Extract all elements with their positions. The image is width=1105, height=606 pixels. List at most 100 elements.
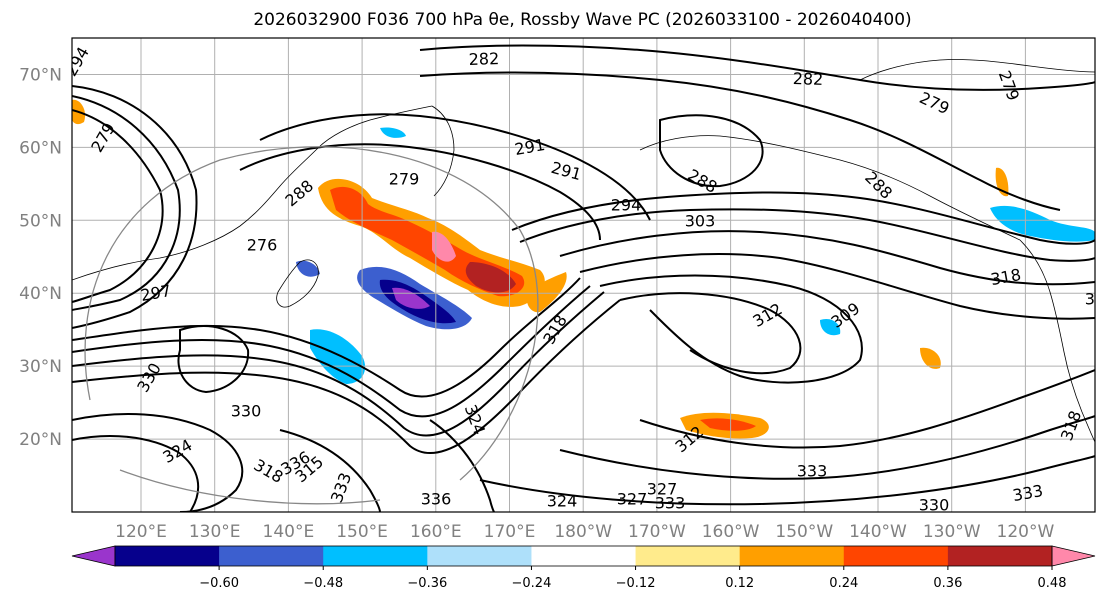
lat-label: 30°N [19, 357, 62, 377]
warm-anomaly-max [465, 262, 516, 293]
lon-label: 180°W [554, 522, 612, 542]
lon-label: 140°W [849, 522, 907, 542]
cold-anomaly-small2 [296, 260, 320, 277]
great-circle-arc [84, 146, 539, 481]
warm-anomaly-pac [920, 347, 941, 369]
colorbar [71, 545, 1096, 567]
map-frame [71, 37, 1096, 513]
contour-label: 336 [421, 490, 452, 509]
colorbar-segment [843, 546, 949, 566]
lat-label: 20°N [19, 430, 62, 450]
lon-label: 170°E [484, 522, 536, 542]
theta-e-contours [72, 44, 1095, 512]
colorbar-segment [635, 546, 741, 566]
lon-label: 160°W [702, 522, 760, 542]
contour-label: 327 [617, 490, 648, 509]
colorbar-frame [114, 545, 1053, 567]
contour-line [511, 191, 1095, 245]
great-circle-arc [119, 469, 381, 505]
colorbar-segment [219, 546, 324, 566]
contour-line [419, 71, 1061, 211]
cold-anomaly-small1 [380, 127, 406, 138]
warm-anomaly-jet [526, 272, 567, 313]
contour-label: 282 [468, 49, 499, 69]
colorbar-extend-low [71, 545, 116, 567]
coastline-asia [72, 105, 433, 281]
contour-line [177, 325, 250, 394]
colorbar-extend-high [1051, 545, 1096, 567]
colorbar-tick-label: 0.12 [725, 576, 754, 591]
coastline-japan [276, 259, 319, 308]
contour-line [72, 109, 164, 303]
colorbar-tick-label: 0.48 [1038, 576, 1067, 591]
contour-line [259, 113, 651, 221]
contour-line [72, 95, 181, 311]
shaded-anomalies [72, 99, 1095, 439]
colorbar-segment [115, 546, 220, 566]
contour-line [72, 299, 621, 454]
contour-label: 282 [792, 69, 823, 89]
longitude-labels: 120°E 130°E 140°E 150°E 160°E 170°E 180°W 170°W… [115, 522, 1054, 542]
lon-label: 120°E [115, 522, 167, 542]
colorbar-tick-label: −0.24 [512, 576, 552, 591]
lon-label: 170°W [628, 522, 686, 542]
contour-line [559, 230, 1095, 286]
contour-label: 276 [247, 236, 278, 255]
contour-line [659, 114, 764, 188]
coastline-alaska [639, 135, 1021, 241]
contour-line [559, 415, 1095, 480]
contour-line [72, 291, 605, 437]
coastline-kamchatka [431, 105, 455, 197]
colorbar-segment [531, 546, 637, 566]
contour-line [419, 44, 1095, 91]
lon-label: 130°W [923, 522, 981, 542]
lat-label: 40°N [19, 284, 62, 304]
lat-label: 50°N [19, 211, 62, 231]
contour-line [72, 85, 198, 329]
contour-line [479, 455, 1095, 506]
coastline-north [859, 59, 1095, 81]
contour-line [72, 435, 199, 512]
lon-label: 120°W [997, 522, 1055, 542]
contour-label: 333 [655, 494, 686, 513]
colorbar-segment [323, 546, 428, 566]
lon-label: 140°E [263, 522, 315, 542]
rossby-wave-arcs [84, 146, 539, 505]
colorbar-tick-label: −0.60 [199, 576, 239, 591]
contour-label: 330 [919, 496, 950, 515]
contour-label: 327 [647, 480, 678, 499]
lat-label: 60°N [19, 138, 62, 158]
contour-line [639, 369, 1095, 449]
contour-label: 303 [685, 212, 716, 231]
coastline-na-west [1019, 239, 1095, 443]
warm-anomaly-pink [432, 231, 456, 262]
page-title: 2026032900 F036 700 hPa θe, Rossby Wave … [253, 10, 912, 30]
lon-label: 150°E [336, 522, 388, 542]
contour-label: 330 [231, 402, 262, 421]
colorbar-tick-label: −0.48 [303, 576, 343, 591]
cold-anomaly-pac [820, 318, 841, 336]
contour-label: 309 [1085, 290, 1105, 309]
latitude-labels: 70°N 60°N 50°N 40°N 30°N 20°N [19, 65, 62, 450]
coastlines [72, 59, 1095, 443]
contour-line [519, 208, 1095, 262]
colorbar-segment [947, 546, 1053, 566]
lon-label: 130°E [189, 522, 241, 542]
contour-line [579, 253, 1095, 320]
lat-label: 70°N [19, 65, 62, 85]
colorbar-tick-label: 0.24 [829, 576, 858, 591]
contour-label: 333 [797, 462, 828, 481]
contour-label: 324 [547, 492, 578, 511]
colorbar-segment [739, 546, 845, 566]
warm-anomaly-subtropic-core [700, 418, 756, 431]
colorbar-segment [427, 546, 532, 566]
contour-line [279, 429, 381, 512]
contour-label: 294 [611, 196, 642, 215]
lon-label: 150°W [775, 522, 833, 542]
colorbar-ticks: −0.60 −0.48 −0.36 −0.24 −0.12 0.12 0.24 0.36 0.4… [199, 566, 1067, 591]
cold-anomaly-east [990, 205, 1095, 242]
colorbar-tick-label: 0.36 [933, 576, 962, 591]
